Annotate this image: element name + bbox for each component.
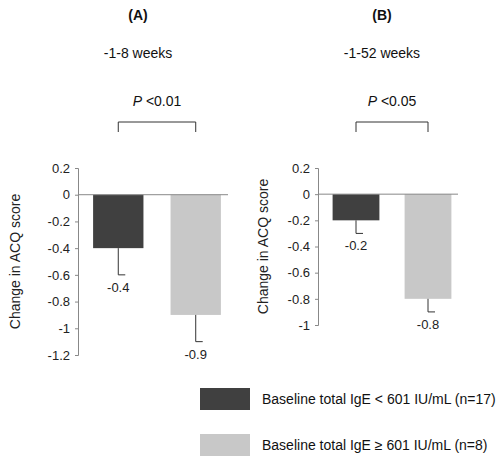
legend-swatch — [200, 434, 250, 456]
y-tick: -0.8 — [288, 291, 318, 306]
y-tick-label: -0.8 — [288, 291, 310, 306]
y-tick-label: -1.2 — [48, 348, 70, 363]
y-tick-mark — [75, 355, 78, 356]
data-label: -0.2 — [345, 238, 367, 253]
y-tick-mark — [315, 194, 318, 195]
legend: Baseline total IgE < 601 IU/mL (n=17) Bas… — [200, 388, 496, 456]
y-tick: 0 — [303, 187, 318, 202]
y-tick: -0.8 — [48, 294, 78, 309]
y-tick-label: 0 — [303, 187, 310, 202]
significance-bracket — [356, 122, 428, 132]
y-axis: 0.2 0 -0.2 -0.4 -0.6 -0.8 -1 — [288, 161, 319, 333]
annotation: P <0.05 — [368, 93, 417, 109]
y-tick: -0.6 — [48, 268, 78, 283]
significance-bracket — [118, 122, 195, 132]
y-tick-mark — [75, 248, 78, 249]
y-tick-mark — [315, 325, 318, 326]
y-tick-mark — [315, 220, 318, 221]
y-axis-title: Change in ACQ score — [7, 194, 23, 330]
y-axis-line — [315, 169, 319, 326]
error-bar — [356, 220, 357, 233]
error-cap — [196, 341, 203, 342]
y-tick-mark — [75, 195, 78, 196]
y-tick: -0.2 — [288, 213, 318, 228]
y-tick-label: -0.4 — [288, 239, 310, 254]
bar — [333, 194, 380, 220]
y-tick: -0.4 — [288, 239, 318, 254]
y-tick-label: 0 — [63, 187, 70, 202]
data-label: -0.8 — [417, 317, 439, 332]
panel: (B) -1-52 weeks 0.2 0 -0.2 -0.4 -0.6 -0.8 -1 Chan… — [255, 7, 458, 333]
y-tick-label: -0.2 — [288, 213, 310, 228]
bar — [405, 194, 452, 299]
error-cap — [118, 274, 125, 275]
data-label: -0.4 — [107, 280, 129, 295]
y-tick: 0.2 — [292, 161, 318, 176]
y-tick-label: -0.6 — [288, 265, 310, 280]
legend-label: Baseline total IgE < 601 IU/mL (n=17) — [262, 391, 496, 407]
y-tick: -1 — [298, 318, 318, 333]
y-tick-label: -0.6 — [48, 268, 70, 283]
y-tick-mark — [315, 247, 318, 248]
subtitle: -1-52 weeks — [344, 45, 420, 61]
panel-title: (A) — [128, 7, 147, 23]
y-tick-mark — [75, 221, 78, 222]
y-tick: -1.2 — [48, 348, 78, 363]
y-tick: -0.4 — [48, 241, 78, 256]
y-tick-label: -1 — [58, 321, 70, 336]
y-tick: -0.6 — [288, 265, 318, 280]
legend-swatch — [200, 388, 250, 410]
y-tick-mark — [75, 275, 78, 276]
y-tick-mark — [75, 168, 78, 169]
figure: (A) -1-8 weeks 0.2 0 -0.2 -0.4 -0.6 -0.8 -1 -1.2 C… — [0, 0, 500, 458]
y-tick-label: -0.4 — [48, 241, 70, 256]
y-tick: 0.2 — [52, 161, 78, 176]
error-cap — [356, 233, 363, 234]
bar — [171, 195, 221, 315]
y-tick: 0 — [63, 187, 78, 202]
legend-label: Baseline total IgE ≥ 601 IU/mL (n=8) — [262, 437, 487, 453]
plot-area — [333, 194, 452, 312]
data-label: -0.9 — [185, 347, 207, 362]
error-bar — [118, 248, 119, 275]
y-tick-label: -1 — [298, 318, 310, 333]
y-tick-mark — [315, 299, 318, 300]
data-labels: -0.4 -0.9 — [107, 280, 207, 362]
y-tick-mark — [75, 302, 78, 303]
y-axis-line — [75, 169, 79, 356]
y-tick: -0.2 — [48, 214, 78, 229]
y-tick-mark — [315, 168, 318, 169]
panel: (A) -1-8 weeks 0.2 0 -0.2 -0.4 -0.6 -0.8 -1 -1.2 C… — [7, 7, 228, 363]
y-axis-title: Change in ACQ score — [255, 179, 271, 315]
bar — [93, 195, 143, 248]
subtitle: -1-8 weeks — [104, 45, 172, 61]
error-cap — [428, 311, 435, 312]
error-bar — [195, 315, 196, 342]
annotation: P <0.01 — [133, 93, 182, 109]
y-tick-label: 0.2 — [292, 161, 310, 176]
y-axis: 0.2 0 -0.2 -0.4 -0.6 -0.8 -1 -1.2 — [48, 161, 79, 363]
y-tick-mark — [75, 328, 78, 329]
y-tick-label: 0.2 — [52, 161, 70, 176]
y-tick-label: -0.2 — [48, 214, 70, 229]
baseline — [78, 194, 228, 195]
data-labels: -0.2 -0.8 — [345, 238, 439, 331]
y-tick-mark — [315, 273, 318, 274]
baseline — [318, 194, 458, 195]
y-tick: -1 — [58, 321, 78, 336]
plot-area — [93, 195, 221, 342]
y-tick-label: -0.8 — [48, 294, 70, 309]
panel-title: (B) — [372, 7, 391, 23]
error-bar — [428, 299, 429, 312]
